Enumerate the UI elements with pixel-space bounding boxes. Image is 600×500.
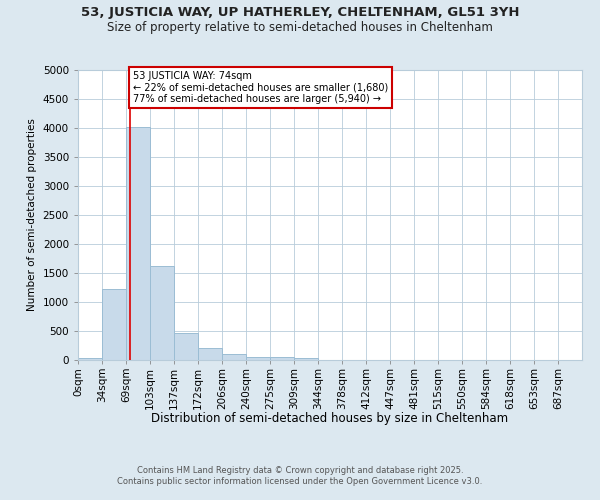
Bar: [270, 358, 294, 360]
Bar: [246, 357, 270, 360]
Y-axis label: Number of semi-detached properties: Number of semi-detached properties: [27, 118, 37, 312]
Bar: [78, 358, 102, 360]
Text: 53, JUSTICIA WAY, UP HATHERLEY, CHELTENHAM, GL51 3YH: 53, JUSTICIA WAY, UP HATHERLEY, CHELTENH…: [81, 6, 519, 19]
Text: 53 JUSTICIA WAY: 74sqm
← 22% of semi-detached houses are smaller (1,680)
77% of : 53 JUSTICIA WAY: 74sqm ← 22% of semi-det…: [133, 71, 388, 104]
Bar: [222, 354, 246, 360]
Bar: [150, 266, 174, 360]
Bar: [198, 348, 222, 360]
Text: Contains HM Land Registry data © Crown copyright and database right 2025.: Contains HM Land Registry data © Crown c…: [137, 466, 463, 475]
Bar: [174, 332, 198, 360]
Bar: [126, 128, 150, 360]
X-axis label: Distribution of semi-detached houses by size in Cheltenham: Distribution of semi-detached houses by …: [151, 412, 509, 425]
Text: Contains public sector information licensed under the Open Government Licence v3: Contains public sector information licen…: [118, 477, 482, 486]
Bar: [102, 288, 126, 360]
Bar: [294, 358, 318, 360]
Text: Size of property relative to semi-detached houses in Cheltenham: Size of property relative to semi-detach…: [107, 21, 493, 34]
